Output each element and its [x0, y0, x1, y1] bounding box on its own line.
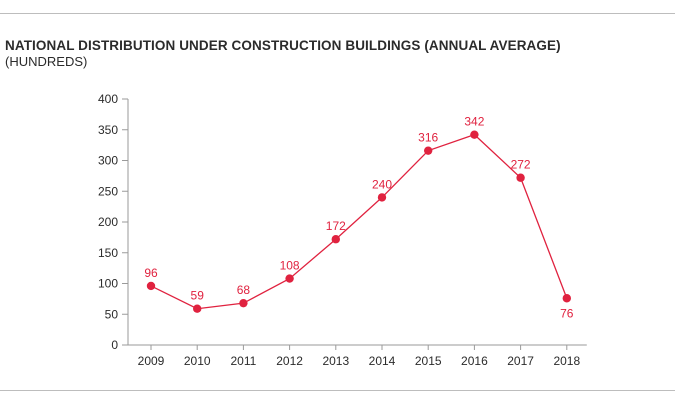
data-label: 108 [280, 259, 300, 273]
data-point [285, 274, 294, 283]
data-label: 316 [418, 131, 438, 145]
x-tick-label: 2013 [322, 354, 349, 368]
bottom-divider [0, 390, 675, 391]
series-line-group [150, 133, 568, 310]
y-tick-label: 150 [98, 246, 118, 260]
y-tick-label: 100 [98, 277, 118, 291]
data-point [470, 130, 479, 139]
data-label: 342 [464, 115, 484, 129]
chart-title: NATIONAL DISTRIBUTION UNDER CONSTRUCTION… [5, 38, 561, 53]
x-tick-label: 2014 [369, 354, 396, 368]
x-axis: 2009 2010 2011 2012 2013 2014 2015 2016 2017 2018 [128, 344, 587, 368]
data-point [146, 281, 156, 291]
x-tick-label: 2012 [276, 354, 303, 368]
data-label: 76 [560, 306, 574, 320]
data-point [516, 173, 525, 182]
y-tick-label: 350 [98, 123, 118, 137]
data-point [424, 146, 433, 155]
chart-header: NATIONAL DISTRIBUTION UNDER CONSTRUCTION… [5, 38, 665, 70]
top-divider [0, 13, 675, 14]
data-labels: 96 59 68 108 172 240 316 342 272 76 [144, 115, 573, 321]
x-tick-label: 2011 [230, 354, 256, 368]
y-tick-label: 250 [98, 184, 118, 198]
data-points [146, 130, 571, 313]
y-tick-label: 0 [111, 338, 118, 352]
data-label: 96 [144, 266, 158, 280]
data-label: 240 [372, 177, 392, 191]
series-line [150, 133, 568, 310]
data-point [239, 298, 248, 308]
y-tick-label: 400 [98, 92, 118, 106]
y-tick-label: 200 [98, 215, 118, 229]
data-point [193, 304, 202, 313]
x-tick-label: 2010 [184, 354, 211, 368]
data-label: 59 [191, 289, 205, 303]
x-tick-label: 2018 [553, 354, 580, 368]
data-label: 172 [326, 219, 346, 233]
y-axis: 0 50 100 150 200 250 300 350 400 [98, 92, 129, 352]
data-point [562, 294, 571, 303]
data-label: 272 [511, 158, 531, 172]
x-tick-label: 2016 [461, 354, 488, 368]
x-tick-label: 2015 [415, 354, 442, 368]
chart-subtitle: (HUNDREDS) [5, 54, 88, 69]
data-label: 68 [237, 283, 251, 297]
x-tick-label: 2017 [507, 354, 534, 368]
y-tick-label: 300 [98, 154, 118, 168]
y-tick-label: 50 [105, 307, 119, 321]
data-point [331, 235, 340, 244]
data-point [377, 193, 387, 202]
x-tick-label: 2009 [138, 354, 165, 368]
